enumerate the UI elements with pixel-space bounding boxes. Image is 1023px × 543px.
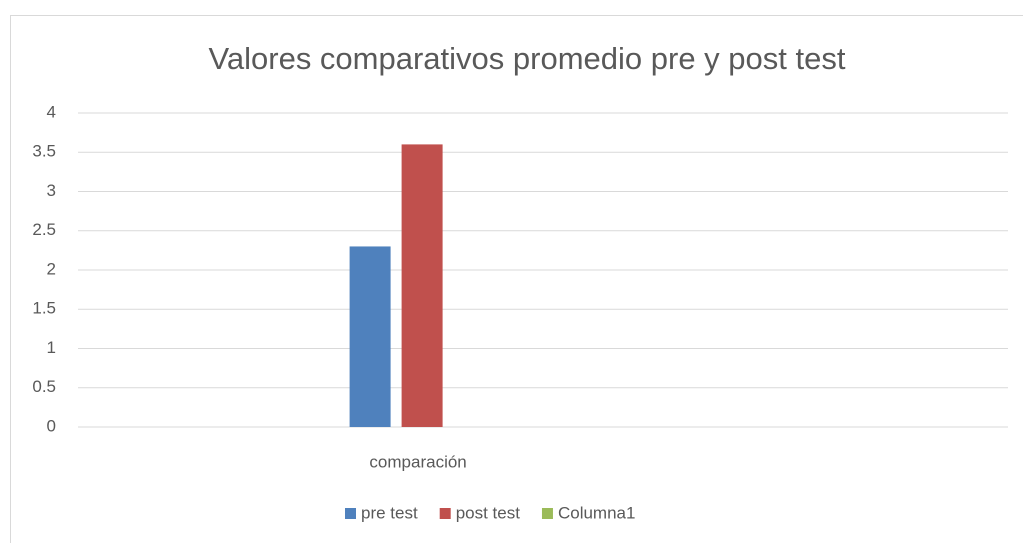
y-tick-label: 0.5 bbox=[32, 377, 56, 396]
y-tick-label: 2 bbox=[47, 259, 56, 278]
legend-swatch bbox=[345, 508, 356, 519]
legend-label: Columna1 bbox=[558, 503, 636, 522]
bar bbox=[401, 144, 443, 427]
y-tick-label: 0 bbox=[47, 416, 56, 435]
y-tick-label: 1 bbox=[47, 338, 56, 357]
y-tick-label: 3 bbox=[47, 181, 56, 200]
legend-label: pre test bbox=[361, 503, 418, 522]
x-tick-label: comparación bbox=[369, 452, 466, 471]
legend-swatch bbox=[541, 508, 553, 519]
chart-frame bbox=[10, 15, 1023, 543]
legend-label: post test bbox=[456, 503, 521, 522]
y-tick-label: 3.5 bbox=[32, 142, 56, 161]
y-tick-label: 1.5 bbox=[32, 299, 56, 318]
bar bbox=[349, 246, 391, 427]
legend-swatch bbox=[439, 508, 451, 519]
y-tick-label: 2.5 bbox=[32, 220, 56, 239]
y-tick-label: 4 bbox=[47, 102, 56, 121]
chart-title: Valores comparativos promedio pre y post… bbox=[209, 41, 846, 76]
